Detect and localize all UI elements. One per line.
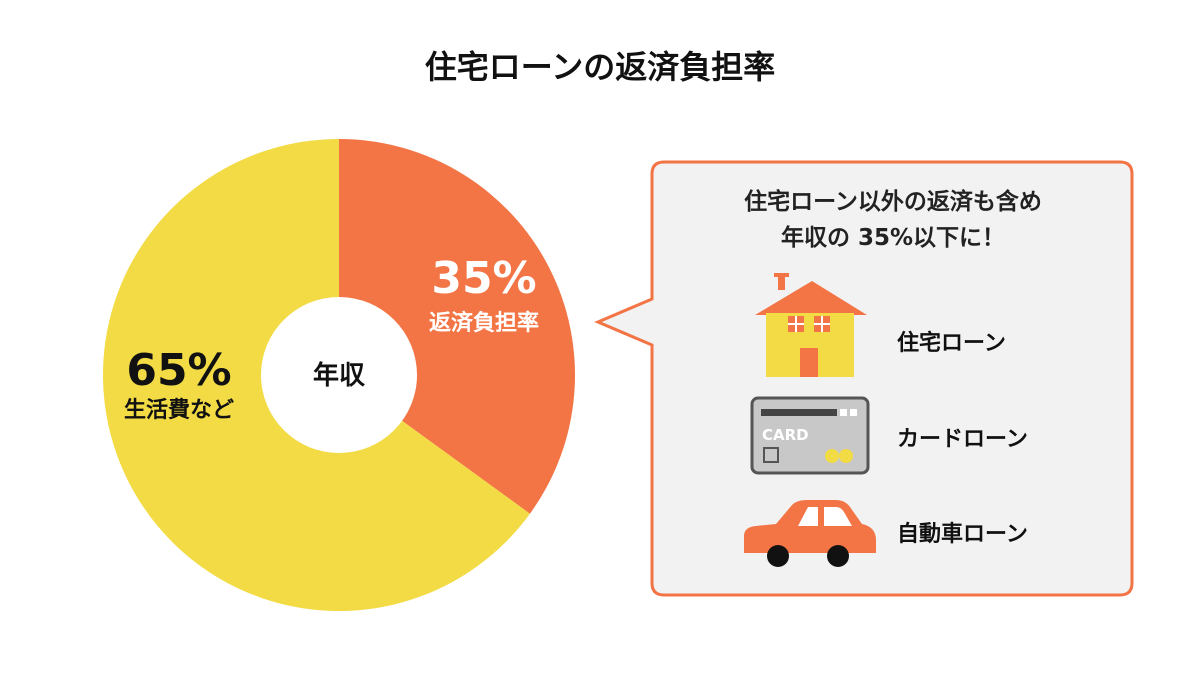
callout-box	[594, 160, 1134, 597]
house-icon	[755, 273, 867, 377]
slice-percent-label: 35%	[431, 253, 536, 304]
page-title: 住宅ローンの返済負担率	[424, 48, 776, 86]
donut-chart: 35% 返済負担率 65%生活費など 年収	[103, 139, 576, 612]
slice-name-label: 生活費など	[124, 398, 234, 423]
slice-name-label: 返済負担率	[429, 310, 539, 336]
loan-label-housing: 住宅ローン	[897, 331, 1006, 356]
callout-message: 住宅ローン以外の返済も含め 年収の 35%以下に！	[660, 184, 1126, 256]
callout-line-2: 年収の 35%以下に！	[776, 220, 1006, 256]
slice-percent-label: 65%	[126, 345, 231, 396]
card-label: CARD	[762, 426, 809, 444]
donut-hole	[261, 297, 417, 453]
pie-slice-repayment	[339, 139, 576, 514]
loan-label-car: 自動車ローン	[897, 522, 1028, 547]
callout-line-1: 住宅ローン以外の返済も含め	[744, 189, 1042, 215]
callout-line-2-text: 年収の 35%以下に！	[780, 225, 1006, 251]
center-label: 年収	[313, 360, 366, 391]
loan-label-card: カードローン	[897, 427, 1028, 452]
credit-card-icon: CARD	[750, 396, 870, 475]
car-icon	[744, 500, 876, 567]
